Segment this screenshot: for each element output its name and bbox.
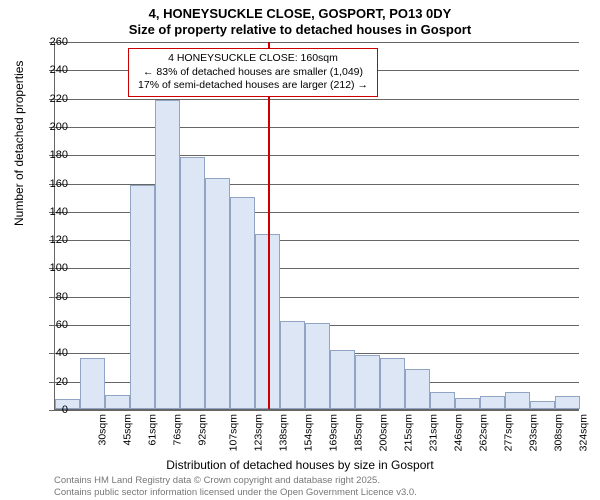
chart-title-sub: Size of property relative to detached ho… (0, 22, 600, 37)
x-tick-label: 154sqm (302, 414, 314, 451)
y-tick-label: 20 (56, 376, 68, 388)
histogram-bar (380, 358, 405, 409)
x-tick-label: 324sqm (577, 414, 589, 451)
y-axis-title: Number of detached properties (12, 61, 26, 226)
y-tick-label: 80 (56, 291, 68, 303)
x-tick-label: 215sqm (402, 414, 414, 451)
histogram-bar (205, 178, 230, 409)
attribution-line1: Contains HM Land Registry data © Crown c… (54, 475, 380, 486)
y-tick-label: 220 (50, 93, 68, 105)
y-tick-label: 120 (50, 234, 68, 246)
histogram-bar (530, 401, 555, 409)
chart-title-main: 4, HONEYSUCKLE CLOSE, GOSPORT, PO13 0DY (0, 6, 600, 21)
histogram-bar (80, 358, 105, 409)
histogram-bar (105, 395, 130, 409)
annotation-line1: 4 HONEYSUCKLE CLOSE: 160sqm (135, 52, 371, 66)
x-tick-label: 231sqm (427, 414, 439, 451)
x-tick-label: 246sqm (452, 414, 464, 451)
histogram-bar (180, 157, 205, 409)
attribution-line2: Contains public sector information licen… (54, 487, 417, 498)
x-tick-label: 185sqm (352, 414, 364, 451)
histogram-bar (355, 355, 380, 409)
y-tick-label: 40 (56, 347, 68, 359)
histogram-bar (280, 321, 305, 409)
y-tick (49, 297, 55, 298)
y-tick-label: 60 (56, 319, 68, 331)
x-tick-label: 308sqm (552, 414, 564, 451)
gridline (55, 127, 579, 128)
x-tick-label: 138sqm (277, 414, 289, 451)
annotation-line2: ← 83% of detached houses are smaller (1,… (135, 66, 371, 80)
gridline (55, 155, 579, 156)
x-tick-label: 76sqm (171, 414, 183, 446)
y-tick-label: 160 (50, 178, 68, 190)
y-tick-label: 240 (50, 64, 68, 76)
reference-line (268, 42, 270, 409)
y-tick-label: 0 (62, 404, 68, 416)
x-tick-label: 92sqm (196, 414, 208, 446)
y-tick-label: 100 (50, 262, 68, 274)
histogram-bar (130, 185, 155, 409)
annotation-box: 4 HONEYSUCKLE CLOSE: 160sqm ← 83% of det… (128, 48, 378, 97)
x-tick-label: 262sqm (477, 414, 489, 451)
histogram-bar (330, 350, 355, 409)
y-tick-label: 180 (50, 149, 68, 161)
histogram-bar (230, 197, 255, 409)
x-tick-label: 277sqm (502, 414, 514, 451)
x-tick-label: 293sqm (527, 414, 539, 451)
x-tick-label: 61sqm (146, 414, 158, 446)
gridline (55, 99, 579, 100)
y-tick-label: 200 (50, 121, 68, 133)
gridline (55, 42, 579, 43)
gridline (55, 184, 579, 185)
x-axis-title: Distribution of detached houses by size … (0, 458, 600, 472)
y-axis-title-text: Number of detached properties (12, 61, 26, 226)
chart-container: 4, HONEYSUCKLE CLOSE, GOSPORT, PO13 0DY … (0, 0, 600, 500)
plot-area: 30sqm45sqm61sqm76sqm92sqm107sqm123sqm138… (54, 42, 579, 410)
x-tick-label: 107sqm (227, 414, 239, 451)
x-tick-label: 169sqm (327, 414, 339, 451)
histogram-bar (455, 398, 480, 409)
y-tick (49, 325, 55, 326)
histogram-bar (505, 392, 530, 409)
y-tick (49, 382, 55, 383)
gridline (55, 410, 579, 411)
histogram-bar (480, 396, 505, 409)
x-tick-label: 123sqm (252, 414, 264, 451)
y-tick (49, 410, 55, 411)
annotation-line3: 17% of semi-detached houses are larger (… (135, 79, 371, 93)
x-tick-label: 45sqm (121, 414, 133, 446)
y-tick-label: 260 (50, 36, 68, 48)
x-tick-label: 200sqm (377, 414, 389, 451)
y-tick (49, 353, 55, 354)
y-tick-label: 140 (50, 206, 68, 218)
histogram-bar (555, 396, 580, 409)
x-tick-label: 30sqm (96, 414, 108, 446)
histogram-bar (155, 100, 180, 409)
histogram-bar (405, 369, 430, 409)
histogram-bar (305, 323, 330, 409)
histogram-bar (430, 392, 455, 409)
